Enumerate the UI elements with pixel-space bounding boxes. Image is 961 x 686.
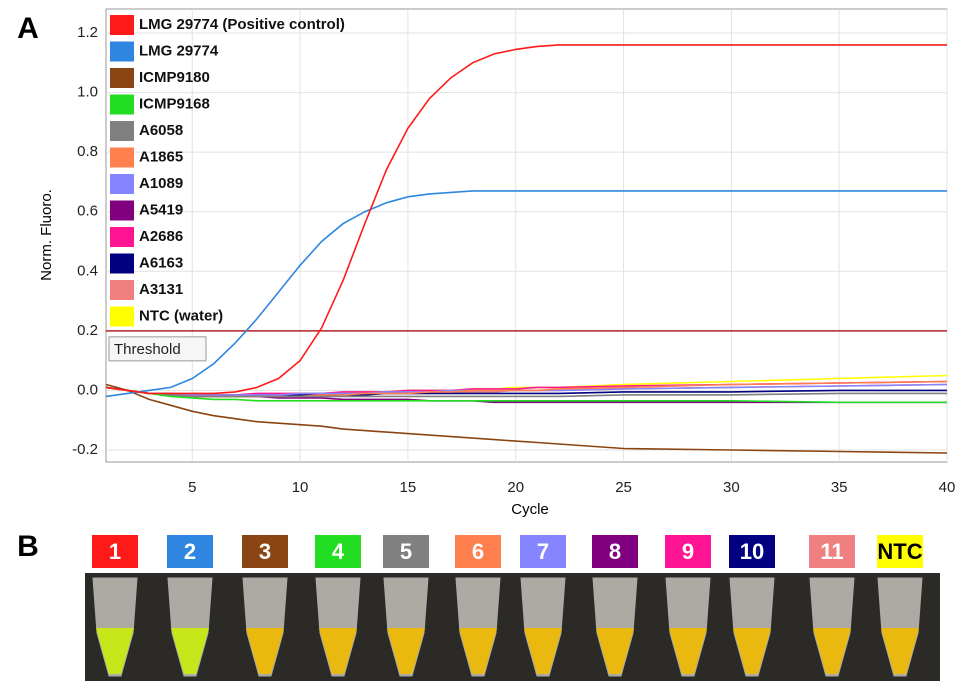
data-line (105, 190, 947, 398)
y-tick-label: 0.8 (77, 143, 98, 160)
tube-label-box (455, 535, 501, 568)
x-tick-label: 30 (723, 479, 740, 496)
tube-liquid (524, 628, 562, 674)
tube-liquid (246, 628, 284, 674)
tube-label: 3 (259, 539, 271, 564)
legend-label: LMG 29774 (139, 42, 219, 59)
tube-label-box (665, 535, 711, 568)
tube-label-box (383, 535, 429, 568)
tube-label-box (877, 535, 923, 568)
data-line (105, 386, 947, 404)
tube-label-box (809, 535, 855, 568)
tube-liquid (387, 628, 425, 674)
legend-label: A5419 (139, 201, 183, 218)
tube-liquid (459, 628, 497, 674)
x-tick-label: 15 (400, 479, 417, 496)
tube-label-box (167, 535, 213, 568)
tube-label-box (315, 535, 361, 568)
tube-liquid (733, 628, 771, 674)
tube-label: 2 (184, 539, 196, 564)
tube-label-box (92, 535, 138, 568)
legend-swatch (110, 200, 134, 221)
threshold-box (108, 336, 207, 362)
legend-label: A6058 (139, 122, 183, 139)
x-tick-label: 25 (615, 479, 632, 496)
legend-label: A6163 (139, 254, 183, 271)
legend-swatch (110, 227, 134, 247)
tube-liquid (96, 628, 134, 674)
y-tick-label: -0.2 (72, 441, 98, 458)
x-tick-label: 5 (188, 479, 196, 496)
tube-liquid (813, 628, 851, 674)
tube-label-box (592, 535, 638, 568)
legend-label: ICMP9180 (139, 69, 210, 86)
y-tick-label: 0.2 (77, 322, 98, 339)
legend-swatch (110, 280, 134, 300)
legend-label: LMG 29774 (Positive control) (139, 16, 345, 33)
panel-label: A (17, 12, 39, 45)
tube-liquid (319, 628, 357, 674)
x-tick-label: 20 (507, 479, 524, 496)
legend-swatch (110, 306, 134, 327)
panel-label: B (17, 530, 39, 563)
y-axis-label: Norm. Fluoro. (38, 189, 55, 281)
x-axis-label: Cycle (511, 501, 549, 518)
legend-swatch (110, 41, 134, 62)
legend-swatch (110, 147, 134, 168)
tube-label: 11 (820, 539, 843, 564)
legend-swatch (110, 253, 134, 274)
legend-swatch (110, 68, 134, 88)
y-tick-label: 1.0 (77, 84, 98, 101)
data-line (105, 44, 947, 395)
tube-liquid (881, 628, 919, 674)
tube-label: 6 (472, 539, 484, 564)
y-tick-label: 0.0 (77, 381, 98, 398)
legend-label: A1089 (139, 175, 183, 192)
legend-label: A2686 (139, 228, 183, 245)
tube-label: 9 (682, 539, 694, 564)
tube-label-box (520, 535, 566, 568)
tube-label: 10 (740, 539, 764, 564)
tube-liquid (596, 628, 634, 674)
legend-label: ICMP9168 (139, 95, 210, 112)
x-tick-label: 10 (292, 479, 309, 496)
legend-label: A3131 (139, 281, 183, 298)
tube-liquid (171, 628, 209, 674)
x-tick-label: 40 (939, 479, 956, 496)
legend-label: A1865 (139, 148, 183, 165)
tube-label-box (242, 535, 288, 568)
tube-label: 1 (109, 539, 121, 564)
legend-swatch (110, 121, 134, 141)
legend-swatch (110, 94, 134, 115)
y-tick-label: 0.4 (77, 262, 98, 279)
y-tick-label: 1.2 (77, 24, 98, 41)
tube-liquid (669, 628, 707, 674)
data-line (105, 386, 947, 398)
legend-swatch (110, 15, 134, 35)
tube-label: 7 (537, 539, 549, 564)
tube-label: 8 (609, 539, 621, 564)
x-tick-label: 35 (831, 479, 848, 496)
tube-label: NTC (877, 539, 922, 564)
legend-swatch (110, 174, 134, 194)
photo-background (85, 573, 940, 681)
tube-label-box (729, 535, 775, 568)
data-line (105, 383, 948, 454)
y-tick-label: 0.6 (77, 203, 98, 220)
tube-label: 4 (332, 539, 345, 564)
tube-label: 5 (400, 539, 412, 564)
legend-label: NTC (water) (139, 307, 223, 324)
threshold-label: Threshold (114, 341, 181, 358)
